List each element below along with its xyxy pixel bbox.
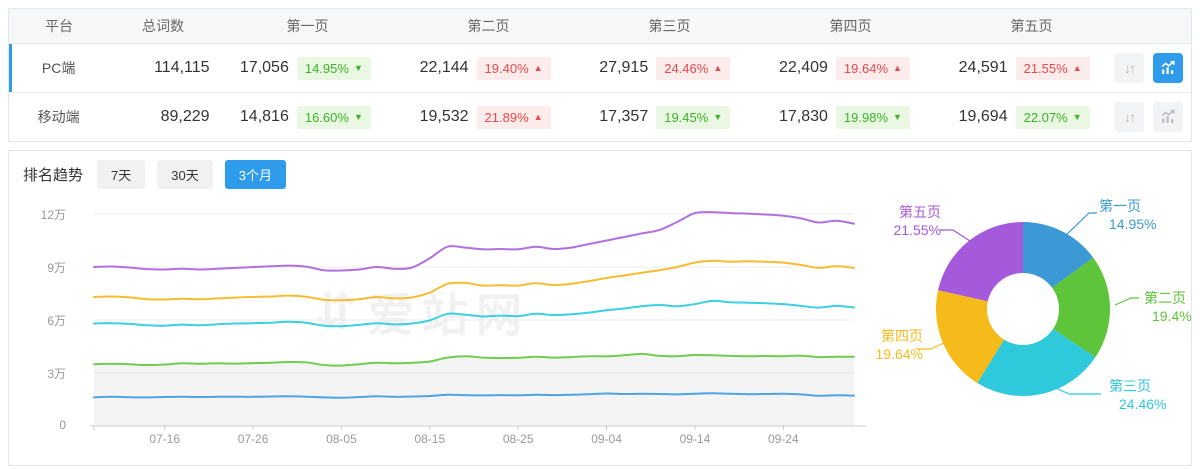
show-trend-chart-button[interactable]	[1152, 53, 1183, 83]
row-actions: ↓↑	[1113, 102, 1191, 132]
page4-cell: 17,830 19.98% ▼	[755, 105, 935, 129]
page1-cell: 14,816 16.60% ▼	[216, 105, 396, 129]
total-words-cell: 114,115	[154, 59, 210, 76]
y-tick-label: 3万	[47, 367, 66, 381]
sort-button[interactable]: ↓↑	[1113, 53, 1144, 83]
x-tick-label: 07-26	[237, 432, 269, 446]
page3-pct-badge: 24.46% ▲	[656, 56, 731, 80]
trend-chart-icon	[1161, 60, 1175, 74]
trend-arrow-icon: ▼	[353, 62, 363, 73]
aizhan-logo-icon: ⇵	[314, 284, 356, 340]
page1-pct-badge: 14.95% ▼	[296, 56, 371, 80]
page-share-donut-chart	[916, 212, 1139, 396]
page5-pct-badge: 21.55% ▲	[1015, 56, 1090, 80]
col-header-platform: 平台	[45, 18, 73, 34]
col-header-page5: 第五页	[1010, 18, 1053, 34]
page5-cell: 24,591 21.55% ▲	[934, 56, 1114, 80]
show-trend-chart-button[interactable]	[1152, 102, 1183, 132]
tab-3months[interactable]: 3个月	[224, 160, 286, 189]
trend-arrow-icon: ▲	[713, 62, 723, 73]
table-row-pc[interactable]: PC端 114,115 17,056 14.95% ▼ 22,144 19.40%…	[9, 44, 1191, 93]
x-tick-label: 09-04	[591, 432, 622, 446]
col-header-total-words: 总词数	[142, 18, 184, 34]
trend-arrow-icon: ▲	[533, 62, 543, 73]
page2-cell: 22,144 19.40% ▲	[395, 56, 575, 80]
donut-label-page3: 第三页 24.46%	[1109, 378, 1167, 412]
table-row-mobile[interactable]: 移动端 89,229 14,816 16.60% ▼ 19,532 21.89% ▲…	[9, 93, 1191, 141]
page5-count: 19,694	[958, 108, 1008, 125]
x-tick-label: 09-14	[679, 432, 711, 446]
donut-label-page5: 第五页 21.55%	[893, 204, 941, 238]
row-actions: ↓↑	[1113, 53, 1191, 83]
page5-count: 24,591	[958, 59, 1008, 76]
sort-arrows-icon: ↓↑	[1123, 60, 1136, 76]
page5-cell: 19,694 22.07% ▼	[934, 105, 1114, 129]
page3-count: 17,357	[599, 108, 649, 125]
x-tick-label: 08-25	[502, 432, 534, 446]
x-tick-label: 09-24	[767, 432, 799, 446]
page1-pct-badge: 16.60% ▼	[296, 105, 371, 129]
sort-button[interactable]: ↓↑	[1113, 102, 1144, 132]
page3-cell: 17,357 19.45% ▼	[575, 105, 755, 129]
tab-30days[interactable]: 30天	[157, 160, 213, 189]
y-tick-label: 9万	[47, 261, 66, 275]
tab-7days[interactable]: 7天	[97, 160, 146, 189]
page4-count: 22,409	[778, 59, 828, 76]
page5-pct-badge: 22.07% ▼	[1015, 105, 1090, 129]
page1-cell: 17,056 14.95% ▼	[216, 56, 396, 80]
platform-cell: PC端	[41, 60, 76, 76]
page2-count: 22,144	[419, 59, 469, 76]
trend-arrow-icon: ▼	[1072, 111, 1082, 122]
trend-arrow-icon: ▼	[353, 111, 363, 122]
col-header-page4: 第四页	[829, 18, 872, 34]
trend-arrow-icon: ▼	[893, 111, 902, 122]
rank-trend-panel: 排名趋势 7天 30天 3个月 ⇵ 爱站网 0 3万 6万 9万 12万 07-16 07…	[8, 150, 1192, 466]
trend-chart-icon	[1161, 109, 1175, 123]
col-header-page1: 第一页	[286, 18, 329, 34]
x-tick-label: 08-15	[414, 432, 446, 446]
y-tick-label: 12万	[40, 208, 66, 222]
page4-pct-badge: 19.98% ▼	[835, 105, 910, 129]
trend-arrow-icon: ▼	[713, 111, 723, 122]
trend-arrow-icon: ▲	[1072, 62, 1082, 73]
page1-count: 14,816	[239, 108, 289, 125]
keyword-rank-table: 平台 总词数 第一页 第二页 第三页 第四页 第五页 PC端 114,115 1…	[8, 8, 1192, 142]
page2-count: 19,532	[419, 108, 469, 125]
page3-pct-badge: 19.45% ▼	[656, 105, 731, 129]
trend-header: 排名趋势 7天 30天 3个月	[23, 160, 286, 189]
page1-count: 17,056	[239, 59, 289, 76]
trend-title: 排名趋势	[23, 167, 84, 184]
col-header-page3: 第三页	[648, 18, 691, 34]
y-tick-label: 6万	[47, 314, 66, 328]
x-tick-label: 07-16	[149, 432, 181, 446]
donut-label-page4: 第四页 19.64%	[875, 328, 923, 362]
sort-arrows-icon: ↓↑	[1123, 109, 1136, 125]
page4-count: 17,830	[778, 108, 828, 125]
total-words-cell: 89,229	[160, 108, 210, 125]
table-header-row: 平台 总词数 第一页 第二页 第三页 第四页 第五页	[9, 9, 1191, 44]
donut-label-page2: 第二页 19.4%	[1144, 290, 1192, 324]
x-tick-label: 08-05	[326, 432, 357, 446]
platform-cell: 移动端	[37, 109, 80, 125]
donut-label-page1: 第一页 14.95%	[1099, 198, 1157, 232]
page3-count: 27,915	[599, 59, 649, 76]
rank-trend-line-chart	[90, 211, 866, 430]
trend-arrow-icon: ▲	[533, 111, 543, 122]
page3-cell: 27,915 24.46% ▲	[575, 56, 755, 80]
page4-pct-badge: 19.64% ▲	[835, 56, 910, 80]
page2-pct-badge: 19.40% ▲	[476, 56, 551, 80]
page4-cell: 22,409 19.64% ▲	[755, 56, 935, 80]
page2-pct-badge: 21.89% ▲	[476, 105, 551, 129]
y-tick-label: 0	[59, 418, 66, 432]
page2-cell: 19,532 21.89% ▲	[395, 105, 575, 129]
col-header-page2: 第二页	[467, 18, 510, 34]
trend-arrow-icon: ▲	[893, 62, 902, 73]
